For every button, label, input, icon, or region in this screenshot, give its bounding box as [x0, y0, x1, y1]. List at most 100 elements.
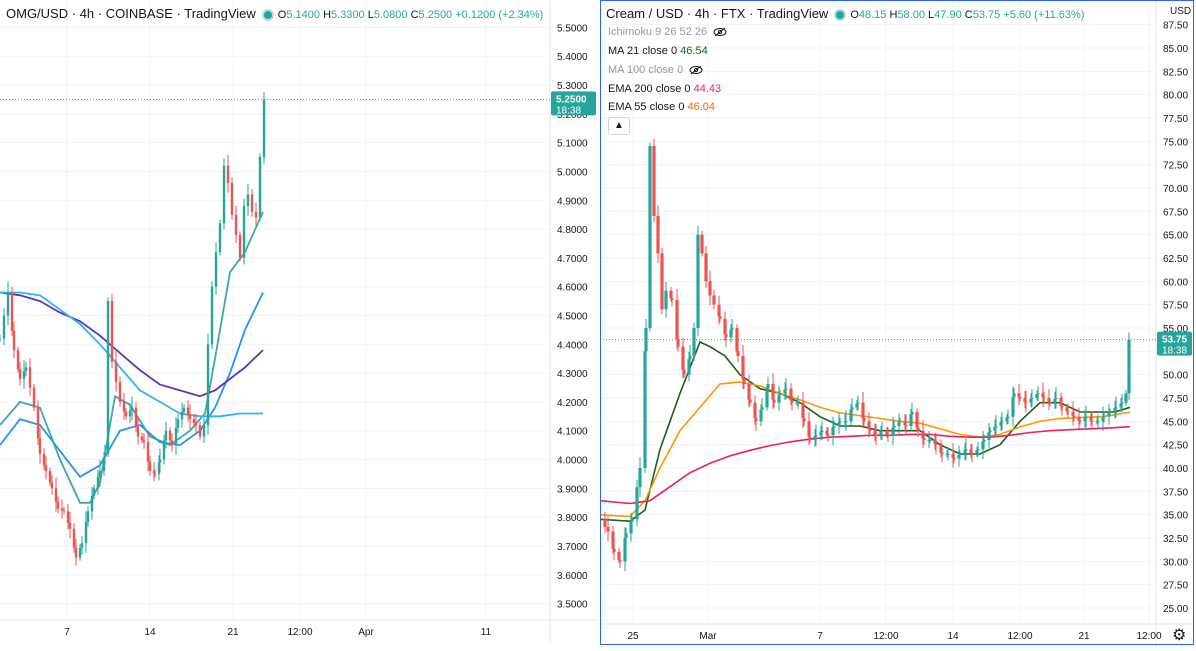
y-tick-label: 3.5000: [557, 600, 588, 611]
candle-body: [1114, 407, 1118, 409]
candle-body: [766, 384, 770, 388]
candle-body: [724, 334, 728, 338]
candle-body: [158, 459, 162, 463]
candle-body: [114, 361, 118, 382]
candle-body: [729, 329, 733, 338]
y-tick-label: 40.00: [1163, 464, 1188, 475]
y-tick-label: 3.8000: [557, 513, 588, 524]
candle-body: [813, 436, 817, 440]
omg-interval[interactable]: 4h: [79, 6, 95, 21]
candle-body: [174, 427, 178, 446]
y-tick-label: 3.7000: [557, 542, 588, 553]
candle-body: [796, 402, 800, 404]
indicator-ma21[interactable]: MA 21 close 0 46.54: [608, 45, 708, 57]
candle-body: [90, 496, 94, 512]
candle-body: [1041, 393, 1045, 398]
candle-body: [970, 453, 974, 455]
candle-body: [230, 182, 234, 215]
indicator-ema55[interactable]: EMA 55 close 0 46.04: [608, 101, 716, 113]
candle-body: [56, 501, 60, 509]
y-tick-label: 5.1000: [557, 139, 588, 150]
candle-body: [988, 430, 992, 433]
candle-body: [820, 430, 824, 432]
cream-chart-pane[interactable]: 87.50 85.00 82.50 80.00 77.50 75.00 72.50 70.00…: [600, 0, 1196, 651]
candle-body: [612, 548, 616, 552]
x-tick-label: Apr: [358, 627, 374, 638]
y-tick-label: 4.3000: [557, 369, 588, 380]
candle-body: [214, 252, 218, 287]
candle-body: [74, 547, 78, 558]
collapse-legend-button[interactable]: ▲: [608, 117, 630, 135]
candle-body: [124, 411, 128, 417]
candle-body: [624, 533, 628, 538]
candle-body: [188, 415, 192, 420]
candle-body: [1113, 408, 1117, 412]
candle-body: [10, 292, 14, 331]
candle-body: [1017, 393, 1021, 398]
candle-body: [712, 295, 716, 305]
candle-body: [664, 290, 668, 310]
candle-body: [660, 253, 664, 310]
candle-body: [958, 454, 962, 455]
candle-body: [1096, 421, 1100, 423]
cream-symbol[interactable]: Cream / USD: [606, 6, 684, 21]
candle-body: [909, 414, 913, 426]
candle-body: [72, 528, 76, 548]
candle-body: [98, 471, 102, 477]
eye-off-icon[interactable]: [689, 64, 703, 76]
price-axis: [1156, 0, 1194, 646]
omg-chart-pane[interactable]: 5.50005.40005.30005.20005.10005.00004.90…: [0, 0, 598, 651]
candle-body: [617, 552, 621, 560]
cream-interval[interactable]: 4h: [694, 6, 710, 21]
candle-body: [867, 421, 871, 430]
omg-chart-canvas[interactable]: 5.50005.40005.30005.20005.10005.00004.90…: [0, 0, 598, 651]
gear-icon[interactable]: ⚙: [1172, 627, 1187, 644]
candle-body: [837, 422, 841, 426]
candle-body: [675, 300, 679, 339]
candle-body: [1127, 339, 1131, 394]
candle-body: [753, 402, 757, 419]
candle-body: [862, 418, 866, 422]
moving-average-line-1: [600, 340, 1131, 523]
candle-body: [802, 418, 806, 422]
eye-off-icon[interactable]: [713, 26, 727, 38]
candle-body: [1012, 393, 1016, 398]
candle-body: [1102, 416, 1106, 418]
candle-body: [140, 436, 144, 441]
cream-chart-canvas[interactable]: 87.50 85.00 82.50 80.00 77.50 75.00 72.50 70.00…: [600, 0, 1196, 651]
x-tick-label: 11: [481, 627, 492, 638]
indicator-ema200[interactable]: EMA 200 close 0 44.43: [608, 83, 722, 95]
candle-body: [850, 407, 854, 410]
candle-body: [692, 328, 696, 356]
candle-body: [192, 419, 196, 424]
currency-button[interactable]: USD: [1170, 6, 1192, 17]
candle-body: [623, 538, 627, 562]
candle-body: [916, 427, 920, 431]
candle-body: [60, 508, 64, 511]
candle-body: [1089, 416, 1093, 421]
candle-body: [18, 369, 22, 379]
y-tick-label: 77.50: [1163, 114, 1188, 125]
indicator-ichimoku[interactable]: Ichimoku 9 26 52 26: [608, 26, 727, 38]
indicator-ma100[interactable]: MA 100 close 0: [608, 64, 703, 76]
x-tick-label: Mar: [699, 631, 717, 642]
candle-body: [976, 449, 980, 451]
y-tick-label: 62.50: [1163, 254, 1188, 265]
candle-body: [611, 531, 615, 549]
candle-body: [682, 370, 686, 375]
candle-body: [951, 454, 955, 458]
candle-body: [688, 356, 692, 360]
candle-body: [783, 389, 787, 394]
candle-body: [103, 453, 107, 458]
candle-body: [952, 457, 956, 459]
candle-body: [1000, 421, 1004, 423]
y-tick-label: 70.00: [1163, 184, 1188, 195]
candle-body: [742, 379, 746, 384]
candle-body: [1090, 420, 1094, 422]
candle-body: [118, 381, 122, 402]
candle-body: [246, 194, 250, 207]
omg-symbol[interactable]: OMG/USD: [6, 6, 69, 21]
moving-average-line-3: [600, 425, 1131, 505]
y-tick-label: 4.1000: [557, 427, 588, 438]
candle-body: [148, 461, 152, 472]
